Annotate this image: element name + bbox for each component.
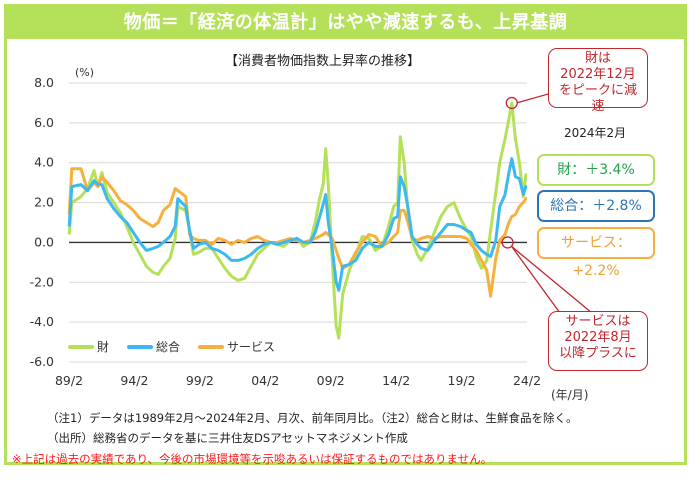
goods-value-box: 財：＋3.4% <box>537 154 655 186</box>
callout-service-plus: サービスは 2022年8月 以降プラスに <box>548 311 648 371</box>
callout-goods-line3: をピークに減速 <box>558 83 637 114</box>
chart-title: 【消費者物価指数上昇率の推移】 <box>225 54 421 69</box>
as-of-date: 2024年2月 <box>564 126 627 140</box>
y-tick-label: 0.0 <box>34 234 54 249</box>
annotation-markers <box>501 92 593 314</box>
page-title: 物価＝「経済の体温計」はやや減速するも、上昇基調 <box>7 7 684 39</box>
series-line-service <box>67 167 528 298</box>
service-plus-marker <box>501 236 514 249</box>
x-axis-unit: (年/月) <box>551 388 589 402</box>
legend-label-goods: 財 <box>97 340 110 354</box>
service-plus-pointer-a <box>511 246 561 314</box>
series-lines <box>67 101 528 340</box>
legend-swatch-goods <box>68 344 94 349</box>
y-tick-label: -4.0 <box>30 314 54 329</box>
callout-service-line1: サービスは <box>565 314 631 329</box>
x-tick-label: 19/2 <box>448 373 476 388</box>
x-tick-label: 14/2 <box>382 373 410 388</box>
legend-label-total: 総合 <box>156 340 181 354</box>
series-line-goods <box>67 101 528 340</box>
x-tick-label: 04/2 <box>251 373 279 388</box>
callout-goods-line1: 財は <box>584 51 611 66</box>
legend-item-service: サービス <box>198 338 275 355</box>
legend-swatch-total <box>127 344 154 349</box>
y-tick-label: -2.0 <box>30 274 54 289</box>
x-tick-label: 94/2 <box>120 373 148 388</box>
x-tick-label: 99/2 <box>186 373 214 388</box>
series-line-total <box>67 157 528 292</box>
goods-peak-pointer <box>516 92 553 105</box>
disclaimer: ※上記は過去の実績であり、今後の市場環境等を示唆あるいは保証するものではありませ… <box>12 452 493 466</box>
legend-item-goods: 財 <box>68 338 109 355</box>
y-tick-label: 8.0 <box>34 75 54 90</box>
total-value-box: 総合：＋2.8% <box>537 190 655 222</box>
service-value-box: サービス：+2.2% <box>537 227 655 279</box>
y-tick-label: 6.0 <box>34 115 54 130</box>
callout-service-line3: 以降プラスに <box>559 346 637 361</box>
y-tick-label: 2.0 <box>34 195 54 210</box>
y-tick-label: -6.0 <box>30 354 54 369</box>
x-tick-label: 24/2 <box>513 373 541 388</box>
chart-legend: 財 総合 サービス <box>68 338 275 355</box>
service-plus-pointer-b <box>511 245 593 314</box>
legend-label-service: サービス <box>227 340 276 354</box>
note-1: （注1）データは1989年2月～2024年2月、月次、前年同月比。（注2）総合と… <box>47 411 578 425</box>
legend-swatch-service <box>198 344 225 349</box>
grid-lines <box>69 82 527 363</box>
x-tick-label: 09/2 <box>317 373 345 388</box>
legend-item-total: 総合 <box>127 338 180 355</box>
note-source: （出所）総務省のデータを基に三井住友DSアセットマネジメント作成 <box>47 431 408 445</box>
callout-service-line2: 2022年8月 <box>564 330 632 345</box>
x-tick-label: 89/2 <box>55 373 83 388</box>
x-tick-labels: 89/2 94/2 99/2 04/2 09/2 14/2 19/2 24/2 <box>55 373 541 388</box>
y-tick-label: 4.0 <box>34 155 54 170</box>
y-tick-labels: 8.0 6.0 4.0 2.0 0.0 -2.0 -4.0 -6.0 <box>30 75 54 369</box>
callout-goods-line2: 2022年12月 <box>560 67 636 82</box>
callout-goods-peak: 財は 2022年12月 をピークに減速 <box>548 48 648 114</box>
y-axis-unit: (%) <box>75 66 95 79</box>
